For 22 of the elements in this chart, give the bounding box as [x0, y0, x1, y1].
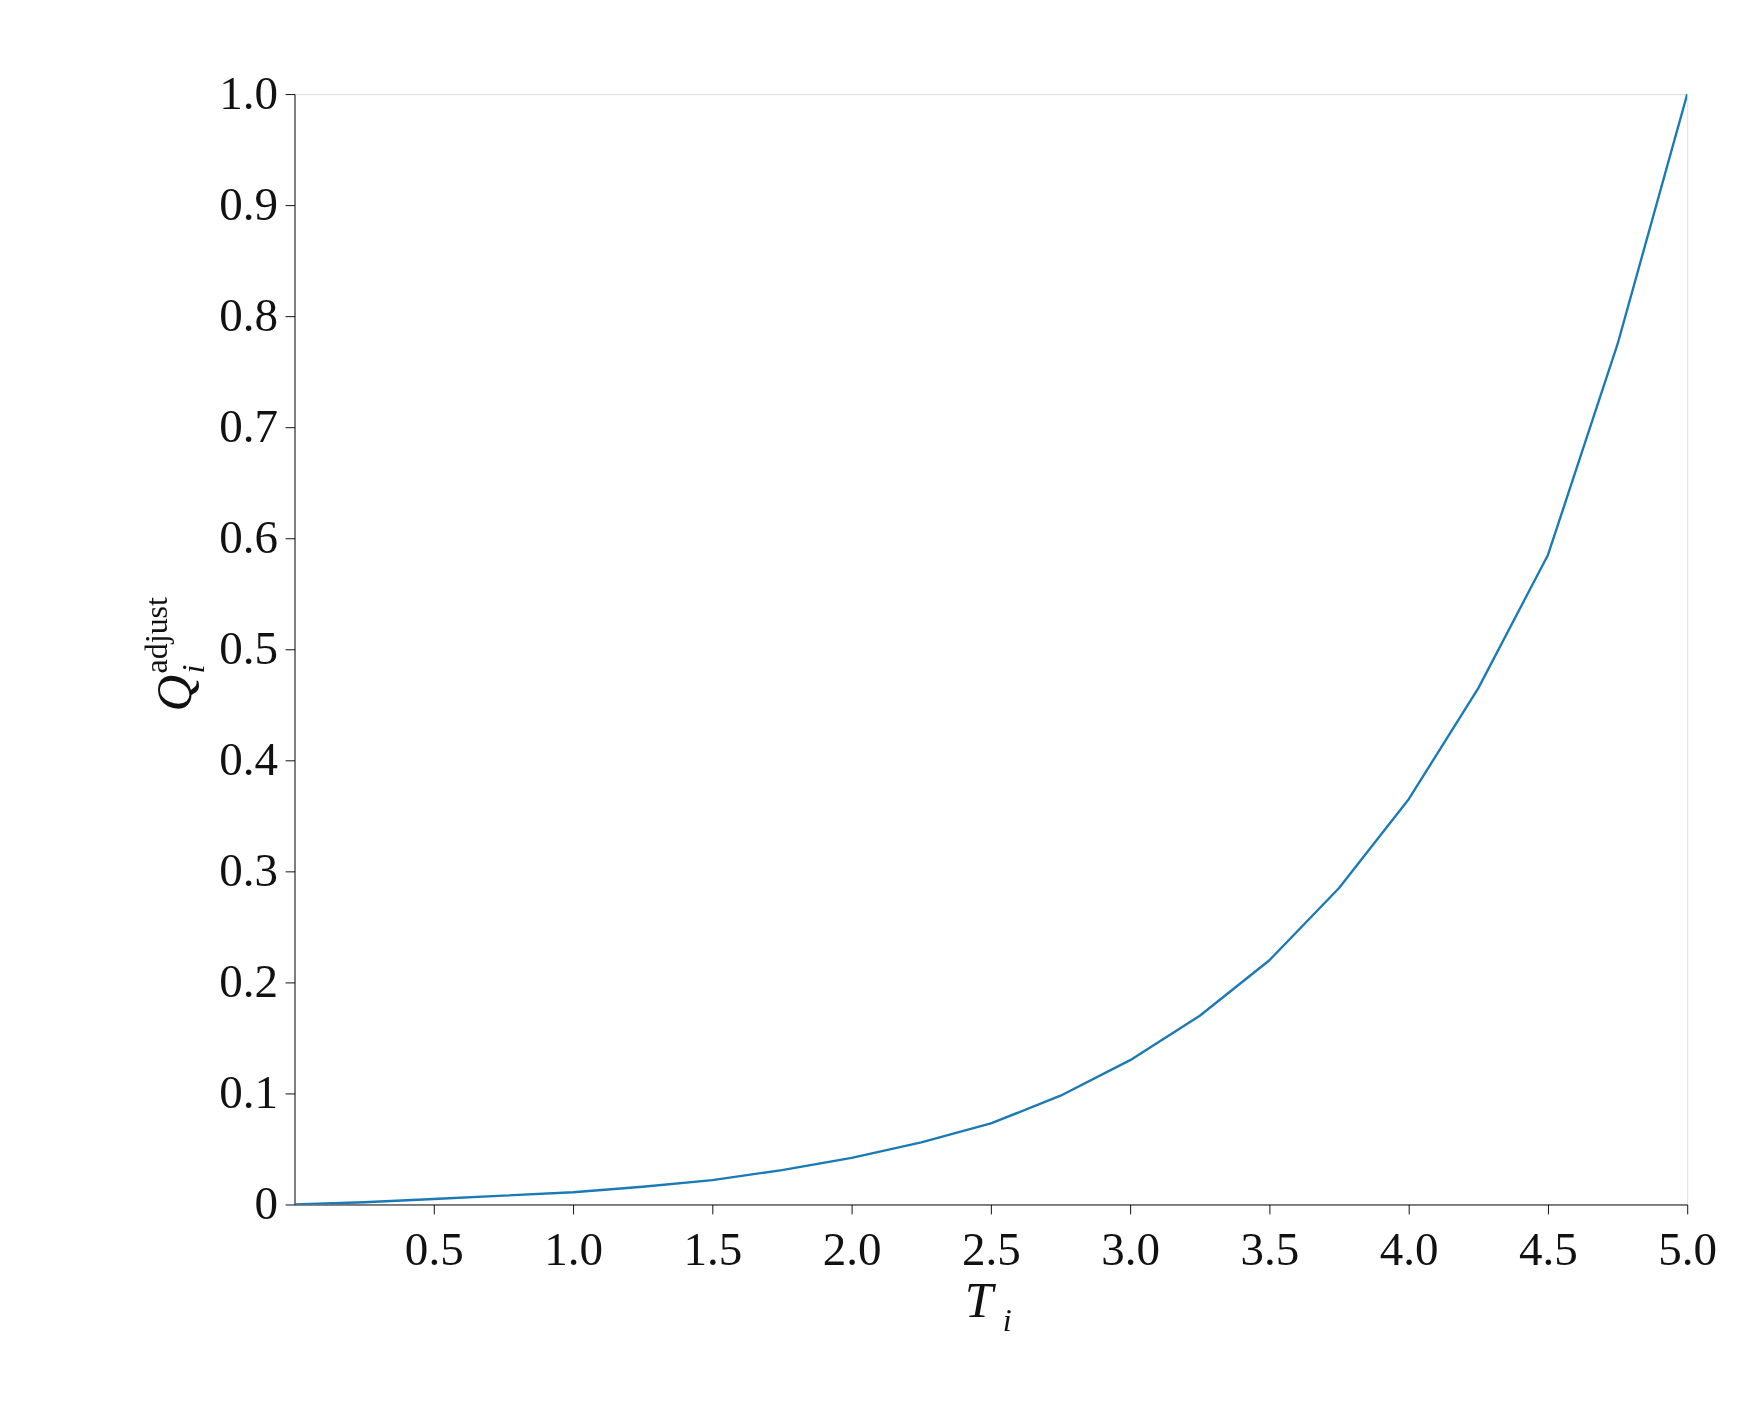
x-tick-label: 4.0: [1379, 1223, 1439, 1276]
y-tick-label: 0.2: [219, 955, 279, 1008]
y-tick-label: 0.9: [219, 177, 279, 230]
x-tick-label: 0.5: [404, 1223, 464, 1276]
x-tick-label: 3.0: [1101, 1223, 1161, 1276]
x-tick-label: 2.0: [822, 1223, 882, 1276]
y-axis-title: Qiadjust: [137, 596, 212, 712]
y-tick-label: 0.6: [219, 510, 279, 563]
x-tick-label: 3.5: [1240, 1223, 1300, 1276]
x-tick-label: 4.5: [1519, 1223, 1578, 1276]
y-tick-label: 0.8: [219, 288, 279, 341]
y-tick-label: 0.5: [219, 621, 279, 674]
y-tick-label: 0: [254, 1177, 279, 1230]
y-tick-label: 0.3: [219, 843, 279, 896]
y-tick-label: 0.4: [219, 732, 279, 785]
y-tick-label: 0.1: [219, 1066, 279, 1119]
y-tick-label: 1.0: [219, 66, 279, 119]
x-tick-label: 1.0: [544, 1223, 603, 1276]
x-tick-label: 1.5: [683, 1223, 743, 1276]
x-tick-label: 5.0: [1658, 1223, 1718, 1276]
y-tick-label: 0.7: [219, 399, 279, 452]
x-tick-label: 2.5: [961, 1223, 1021, 1276]
